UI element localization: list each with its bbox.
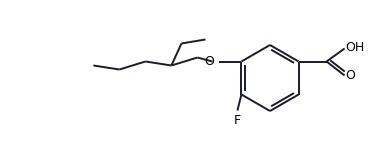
Text: O: O [204, 55, 214, 68]
Text: F: F [234, 114, 241, 126]
Text: OH: OH [345, 41, 365, 54]
Text: O: O [345, 69, 355, 82]
